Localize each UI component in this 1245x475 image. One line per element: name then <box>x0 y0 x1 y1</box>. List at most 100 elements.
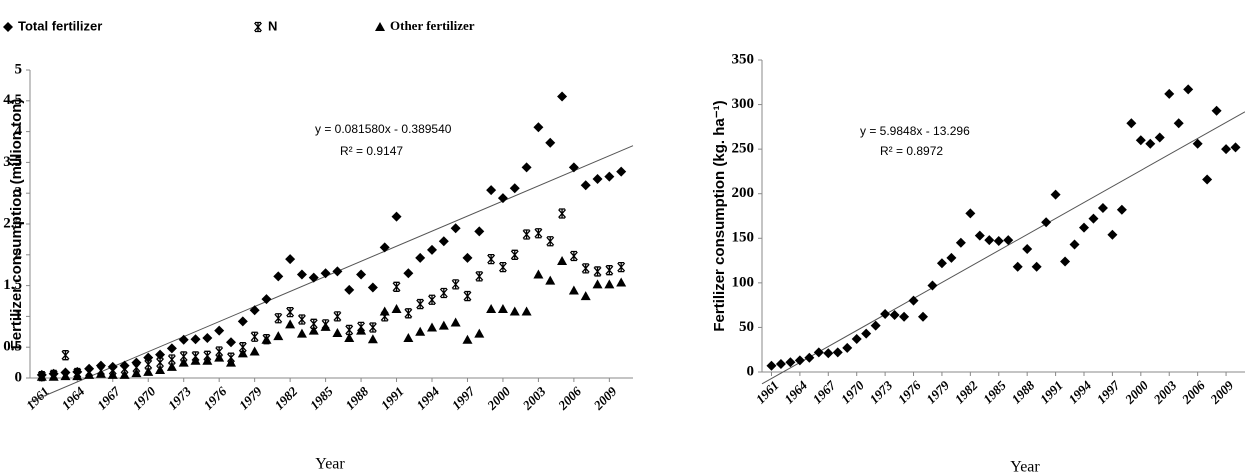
legend-marker <box>254 21 262 33</box>
trend-r2: R² = 0.8972 <box>880 144 943 158</box>
data-point <box>522 229 531 240</box>
data-point <box>486 185 497 196</box>
x-tick-label: 1961 <box>23 384 52 413</box>
data-point <box>545 275 556 285</box>
data-point <box>509 183 520 194</box>
data-point <box>521 162 532 173</box>
data-point <box>84 369 95 379</box>
x-tick-label: 2003 <box>1150 377 1180 407</box>
data-point <box>144 359 153 370</box>
data-point <box>1097 202 1108 213</box>
data-point <box>581 263 590 274</box>
data-point <box>238 342 247 353</box>
data-point <box>462 252 473 263</box>
data-point <box>166 343 177 354</box>
legend-marker <box>375 22 385 31</box>
data-point <box>60 371 71 381</box>
data-point <box>1107 229 1118 240</box>
trend-equation: y = 5.9848x - 13.296 <box>860 124 970 138</box>
x-tick-label: 1991 <box>1037 378 1066 407</box>
x-tick-label: 1991 <box>378 384 407 413</box>
data-point <box>568 162 579 173</box>
data-point <box>332 328 343 338</box>
data-point <box>766 360 777 371</box>
data-point <box>179 351 188 362</box>
trendline <box>761 111 1245 385</box>
x-tick-label: 1979 <box>923 377 952 406</box>
data-point <box>1012 261 1023 272</box>
data-point <box>1230 142 1241 153</box>
data-point <box>870 320 881 331</box>
x-tick-label: 2006 <box>1178 377 1208 407</box>
data-point <box>48 371 59 381</box>
data-point <box>226 357 236 367</box>
data-point <box>155 364 166 374</box>
data-point <box>297 314 306 325</box>
data-point <box>296 328 307 338</box>
data-point <box>1221 144 1232 155</box>
y-tick-label: 2 <box>15 246 23 262</box>
data-point <box>899 311 910 322</box>
data-point <box>908 295 919 306</box>
data-point <box>462 334 473 344</box>
data-point <box>132 362 141 373</box>
data-point <box>533 269 544 279</box>
data-point <box>391 211 402 222</box>
x-tick-label: 2000 <box>1121 377 1151 407</box>
data-point <box>617 261 626 273</box>
data-point <box>510 249 519 260</box>
data-point <box>391 304 402 314</box>
data-point <box>592 174 603 185</box>
legend-label: N <box>268 18 277 33</box>
data-point <box>202 332 213 343</box>
data-point <box>415 326 426 336</box>
data-point <box>237 348 248 358</box>
data-point <box>785 357 796 368</box>
data-point <box>1145 138 1156 149</box>
data-point <box>368 322 377 333</box>
data-point <box>604 279 615 289</box>
data-point <box>450 223 461 234</box>
data-point <box>580 291 591 301</box>
x-tick-label: 1973 <box>165 383 194 412</box>
x-tick-label: 1967 <box>94 383 123 412</box>
data-point <box>557 255 568 265</box>
data-point <box>569 250 578 262</box>
data-point <box>804 352 815 363</box>
data-point <box>156 357 165 368</box>
y-tick-label: 1.5 <box>3 277 22 293</box>
legend-label: Other fertilizer <box>390 18 475 33</box>
data-point <box>955 237 966 248</box>
y-tick-label: 0.5 <box>3 339 22 355</box>
data-point <box>1135 135 1146 146</box>
data-point <box>178 334 189 345</box>
x-tick-label: 1985 <box>307 383 336 412</box>
data-point <box>450 317 461 327</box>
y-tick-label: 50 <box>739 319 754 335</box>
data-point <box>286 306 295 318</box>
y-axis-label: Fertilizer consumption (million ton) <box>8 99 25 350</box>
data-point <box>155 349 166 360</box>
y-tick-label: 3.5 <box>3 154 22 170</box>
data-point <box>1041 217 1052 228</box>
data-point <box>261 334 272 344</box>
data-point <box>546 236 555 247</box>
data-point <box>851 334 862 345</box>
x-axis-label: Year <box>1010 459 1040 475</box>
y-tick-label: 0 <box>15 369 23 385</box>
data-point <box>880 309 891 320</box>
x-tick-label: 1982 <box>271 383 300 412</box>
data-point <box>143 366 154 376</box>
data-point <box>497 304 508 314</box>
data-point <box>557 91 568 102</box>
x-tick-label: 1988 <box>1008 377 1037 406</box>
data-point <box>392 281 401 292</box>
trend-r2: R² = 0.9147 <box>340 144 403 158</box>
y-tick-label: 2.5 <box>3 215 22 231</box>
data-point <box>984 235 995 246</box>
data-point <box>593 266 602 277</box>
data-point <box>285 319 296 329</box>
x-tick-label: 1970 <box>838 377 867 406</box>
data-point <box>813 347 824 358</box>
x-tick-label: 1961 <box>753 378 782 407</box>
